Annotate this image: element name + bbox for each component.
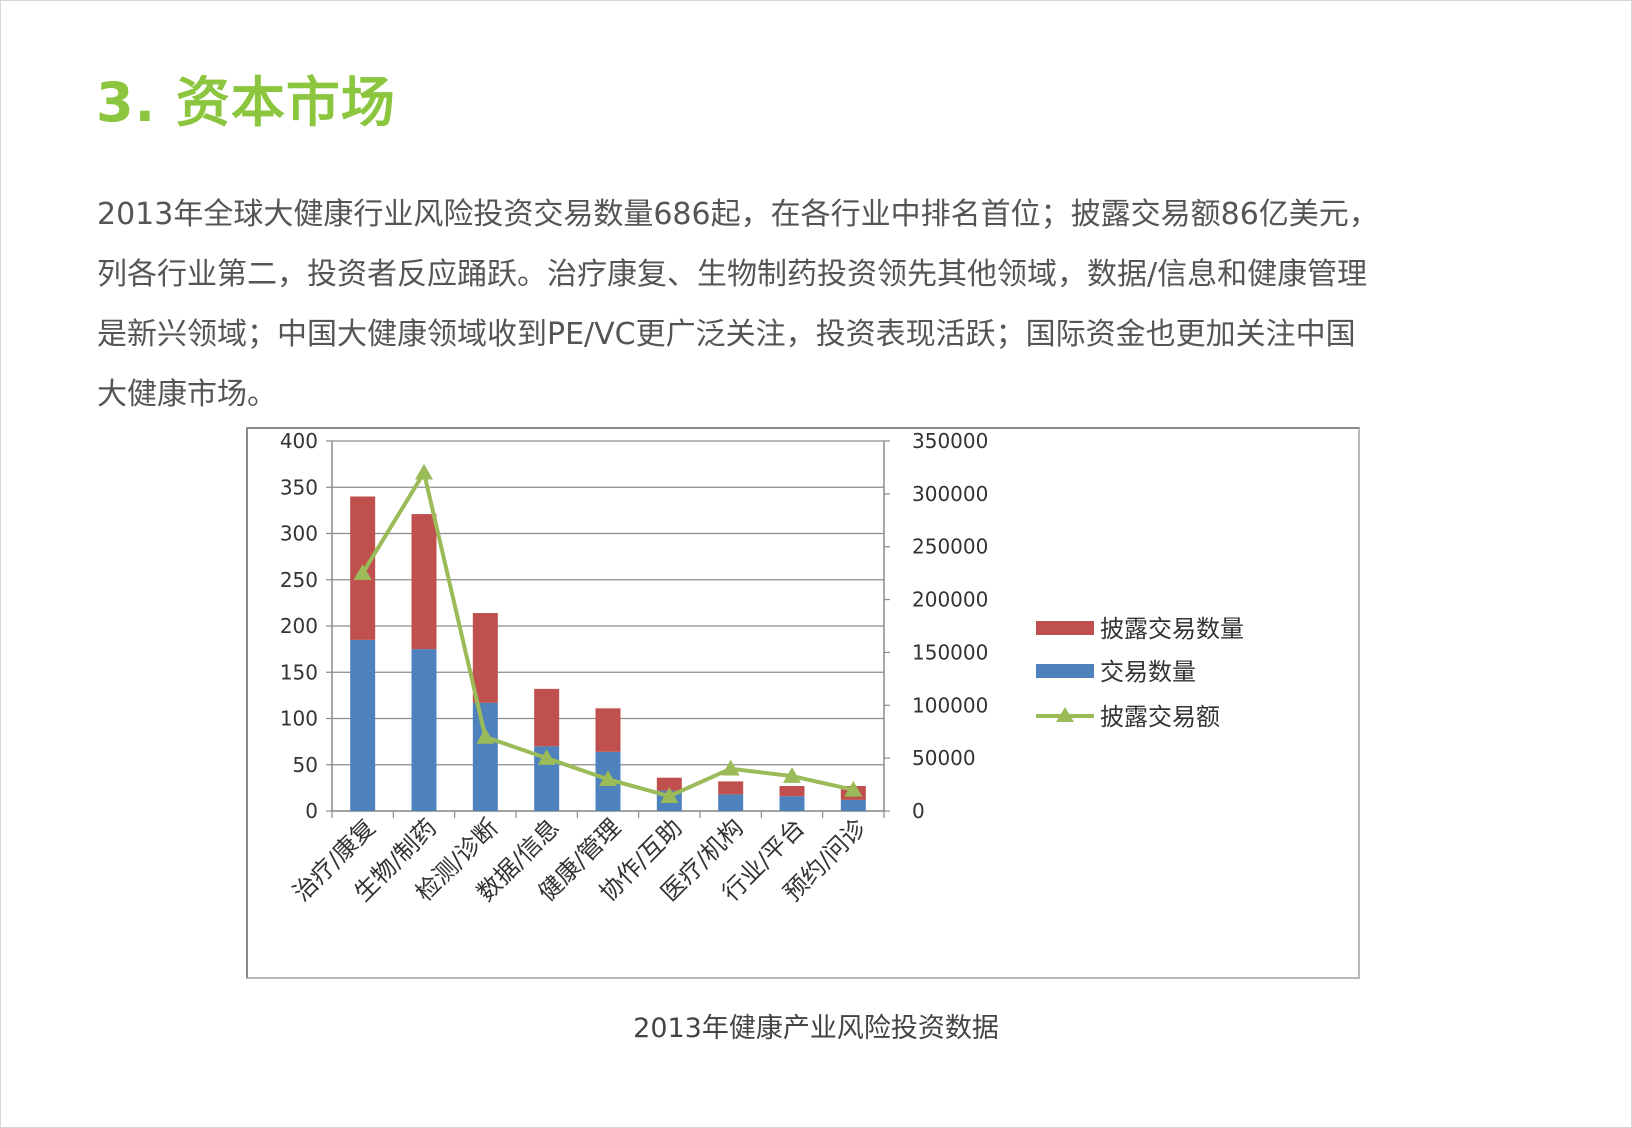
legend-label: 披露交易额 — [1100, 703, 1220, 731]
y-right-tick-label: 350000 — [912, 429, 988, 453]
bar-disclosed-count — [472, 613, 498, 703]
chart-container: 0 50 100 150 200 250 300 350 400 0 50000 100000 1500… — [246, 427, 1360, 979]
bar-count — [472, 702, 498, 811]
y-left-tick-label: 100 — [280, 707, 318, 731]
y-left-tick-label: 300 — [280, 522, 318, 546]
paragraph-line: 列各行业第二，投资者反应踊跃。治疗康复、生物制药投资领先其他领域，数据/信息和健… — [97, 257, 1368, 292]
y-right-tick-label: 50000 — [912, 746, 976, 770]
line-amount-marker — [476, 728, 495, 744]
bar-disclosed-count — [718, 781, 744, 795]
line-amount-marker — [721, 759, 740, 776]
y-right-tick-label: 0 — [912, 799, 925, 823]
combo-chart: 0 50 100 150 200 250 300 350 400 0 50000 100000 1500… — [280, 429, 1244, 907]
bar-count — [350, 639, 376, 811]
line-amount-marker — [783, 767, 801, 783]
legend-swatch — [1036, 621, 1094, 635]
bar-disclosed-count — [779, 786, 805, 797]
paragraph-line: 是新兴领域；中国大健康领域收到PE/VC更广泛关注，投资表现活跃；国际资金也更加… — [97, 317, 1356, 352]
chart-caption: 2013年健康产业风险投资数据 — [633, 1013, 999, 1044]
line-amount-marker — [415, 463, 433, 480]
legend-label: 披露交易数量 — [1100, 615, 1244, 643]
body-paragraph: 2013年全球大健康行业风险投资交易数量686起，在各行业中排名首位；披露交易额… — [97, 185, 1537, 425]
y-left-tick-label: 150 — [280, 660, 318, 684]
paragraph-line: 2013年全球大健康行业风险投资交易数量686起，在各行业中排名首位；披露交易额… — [97, 197, 1379, 232]
bar-disclosed-count — [595, 708, 621, 752]
line-amount-marker — [537, 749, 556, 765]
paragraph-line: 大健康市场。 — [97, 377, 277, 412]
y-left-tick-label: 0 — [305, 799, 318, 823]
y-right-tick-label: 300000 — [912, 482, 988, 506]
y-left-tick-label: 350 — [280, 475, 318, 499]
y-left-tick-label: 250 — [280, 568, 318, 592]
legend-swatch-marker — [1056, 707, 1074, 722]
y-left-tick-label: 50 — [293, 753, 318, 777]
y-left-tick-label: 400 — [280, 429, 318, 453]
y-right-tick-label: 250000 — [912, 535, 988, 559]
y-right-tick-label: 100000 — [912, 693, 988, 717]
bar-count — [779, 796, 805, 811]
line-amount-marker — [599, 770, 617, 787]
legend-swatch — [1036, 664, 1094, 678]
line-amount-marker — [353, 564, 372, 580]
page-title: 3. 资本市场 — [96, 71, 396, 134]
legend-label: 交易数量 — [1100, 658, 1196, 686]
y-right-tick-label: 200000 — [912, 588, 988, 612]
line-amount-marker — [844, 780, 863, 797]
bar-count — [718, 794, 744, 811]
bar-disclosed-count — [411, 514, 437, 650]
bar-disclosed-count — [534, 688, 560, 747]
y-left-tick-label: 200 — [280, 614, 318, 638]
line-amount-marker — [660, 787, 679, 803]
bar-count — [411, 649, 437, 811]
bar-count — [840, 799, 866, 811]
y-right-tick-label: 150000 — [912, 640, 988, 664]
bar-disclosed-count — [656, 777, 682, 791]
